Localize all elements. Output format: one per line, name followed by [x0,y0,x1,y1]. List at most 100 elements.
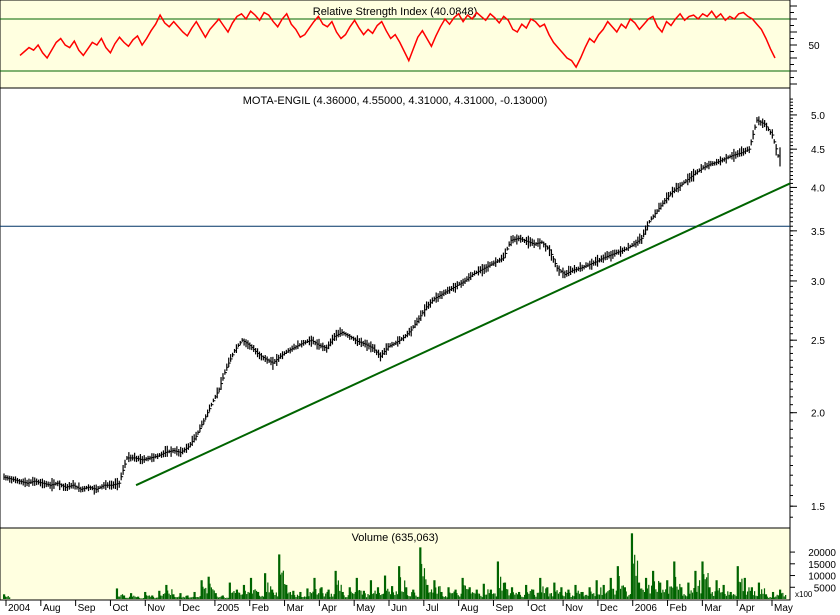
volume-bar [124,597,126,599]
volume-bar [183,597,186,599]
volume-bar [231,592,234,599]
volume-bar [151,595,154,599]
volume-bar [332,596,334,599]
volume-bar [771,591,775,599]
volume-bar [115,588,119,599]
volume-bar [368,595,371,599]
volume-bar [199,596,201,599]
volume-bar [521,596,523,599]
volume-bar [583,596,585,599]
volume-bar [609,577,612,599]
volume-bar [550,593,553,599]
volume-bar [415,595,417,599]
price-tick-label: 4.5 [811,145,825,156]
x-axis-tick-label: Sep [495,603,513,614]
volume-bar [447,587,450,599]
x-axis-tick-label: May [356,603,375,614]
volume-bar [247,591,249,599]
x-axis-tick-label: Apr [321,603,337,614]
volume-bar [140,598,142,599]
volume-bar [206,593,208,599]
volume-bar [573,596,575,599]
volume-bar [604,593,606,599]
volume-bar [715,580,718,599]
x-axis-tick-label: 2004 [8,603,31,614]
volume-bar [649,593,651,599]
volume-bar [769,596,771,599]
volume-bar [736,566,739,599]
volume-bar [494,593,496,599]
volume-bar [375,593,378,599]
volume-bar [641,588,643,599]
price-tick-label: 5.0 [811,111,825,122]
volume-bar [556,590,558,599]
volume-bar [302,597,304,599]
volume-bar [305,596,307,599]
volume-bar [230,592,232,599]
volume-bar [674,576,677,599]
volume-bar [614,594,616,599]
volume-bar [646,588,648,599]
volume-bar [309,592,311,599]
volume-bar [369,580,373,599]
x-axis-tick-label: Aug [461,603,479,614]
volume-bar [743,577,746,599]
volume-bar [464,585,466,599]
volume-bar [398,566,401,599]
volume-bar [176,597,179,599]
volume-bar [501,590,503,599]
volume-bar [694,570,697,599]
x-axis-tick-label: Nov [565,603,583,614]
volume-bar [145,595,148,599]
volume-bar [181,597,183,599]
x-axis-tick-label: 2005 [217,603,240,614]
volume-bar [729,591,732,599]
price-tick-label: 3.0 [811,277,825,288]
volume-bar [234,592,236,599]
volume-bar [174,596,176,599]
volume-bar [713,595,715,599]
volume-bar [4,596,7,599]
volume-bar [286,593,289,599]
volume-bar [268,592,270,599]
volume-bar [491,594,493,599]
volume-bar [557,593,560,599]
volume-bar [783,596,785,599]
volume-bar [423,568,426,599]
volume-bar [402,591,404,599]
volume-bar [263,596,265,599]
volume-bar [195,597,197,599]
volume-bar [207,576,210,599]
volume-bar [336,584,338,599]
volume-bar [192,596,194,599]
volume-bar [404,580,406,599]
volume-bar [734,594,736,599]
volume-bar [137,596,140,599]
volume-bar [315,589,317,599]
volume-bar [318,593,320,599]
volume-bar [748,587,750,599]
volume-bar [219,597,221,599]
volume-bar [165,584,168,599]
volume-bar [346,597,348,599]
volume-bar [322,593,324,599]
volume-bar [725,595,727,599]
volume-bar [785,594,787,599]
support-trendline [135,182,791,487]
volume-bar [608,590,610,599]
volume-bar [635,575,637,599]
volume-bar [237,592,239,599]
volume-bar [693,588,695,599]
volume-bar [445,596,447,599]
volume-bar [299,591,302,599]
volume-bar [265,591,268,599]
volume-bar [731,595,733,599]
volume-bar [529,591,531,599]
volume-bars [3,533,787,599]
volume-bar [701,561,704,599]
volume-bar [764,594,768,599]
volume-bar [389,594,392,599]
volume-bar [446,597,448,599]
volume-bar [643,591,646,599]
